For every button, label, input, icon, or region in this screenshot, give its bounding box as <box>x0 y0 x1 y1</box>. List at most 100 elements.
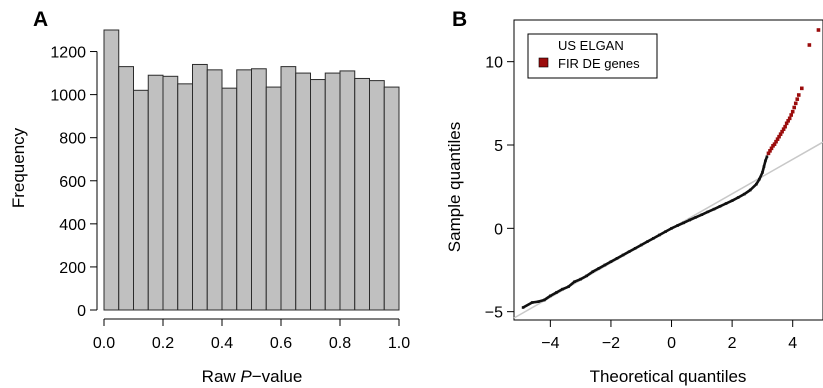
qq-point <box>688 218 692 222</box>
panel-b-x-axis: −4 −2 0 2 4 <box>541 320 797 352</box>
panel-a-y-axis-title: Frequency <box>9 127 28 208</box>
panel-b-y-tick-label: −5 <box>485 305 503 322</box>
qq-point-de-gene <box>772 142 777 146</box>
panel-a-x-tick-label: 1.0 <box>388 335 410 352</box>
qq-point <box>736 196 740 199</box>
qq-point-de-gene <box>783 124 787 129</box>
histogram-bar <box>177 83 193 311</box>
qq-point <box>633 247 637 250</box>
histogram-bar <box>280 66 297 311</box>
qq-point <box>597 267 601 270</box>
qq-point <box>536 300 540 303</box>
qq-point <box>621 253 625 257</box>
qq-point <box>676 224 679 227</box>
histogram-bar <box>118 66 134 311</box>
panel-b-y-tick-label: 0 <box>494 221 503 238</box>
qq-point <box>591 270 595 273</box>
panel-b-y-axis-title: Sample quantiles <box>445 122 464 252</box>
qq-point <box>542 298 546 302</box>
qq-point <box>567 285 570 288</box>
panel-b-x-tick-label: 4 <box>788 335 797 352</box>
panel-a-y-axis: 0 200 400 600 800 1000 1200 <box>50 45 98 320</box>
qq-point-de-gene <box>784 121 789 126</box>
histogram-bar <box>236 69 252 311</box>
qq-point <box>521 306 525 309</box>
qq-point <box>579 277 582 281</box>
qq-point <box>627 250 631 253</box>
legend: US ELGAN FIR DE genes <box>527 33 658 79</box>
qq-point <box>615 257 619 260</box>
panel-a-x-tick-label: 0.2 <box>152 335 174 352</box>
qq-point-de-gene <box>796 93 801 97</box>
qq-point <box>609 260 613 263</box>
qq-point-de-gene <box>778 132 783 136</box>
histogram-bar <box>383 86 400 311</box>
qq-point-de-gene <box>793 101 798 106</box>
qq-point-de-gene <box>795 97 800 101</box>
histogram-bar <box>369 80 385 311</box>
panel-a-label: A <box>33 8 48 31</box>
legend-swatch <box>538 57 549 68</box>
qq-point <box>724 202 728 205</box>
panel-a-y-tick-label: 1200 <box>50 45 86 62</box>
legend-box <box>527 33 658 79</box>
qq-points-red <box>766 28 821 156</box>
qq-point-de-gene <box>766 151 771 156</box>
panel-a-y-tick-label: 200 <box>59 260 86 277</box>
panel-a-y-tick-label: 600 <box>59 174 86 191</box>
qq-point <box>639 243 643 247</box>
qq-black-trace <box>522 156 769 309</box>
panel-a-y-tick-label: 1000 <box>50 88 86 105</box>
panel-a-x-axis-title: Raw P−value <box>202 367 303 386</box>
panel-b-x-tick-label: 0 <box>667 335 676 352</box>
qq-point <box>758 177 761 181</box>
qq-point <box>761 171 764 174</box>
panel-a-x-tick-label: 0.6 <box>270 335 292 352</box>
qq-point <box>700 213 704 216</box>
qq-point <box>561 287 564 291</box>
panel-b-x-tick-label: −2 <box>602 335 620 352</box>
qq-point-de-gene <box>768 149 772 153</box>
qq-point <box>762 165 766 168</box>
qq-point-de-gene <box>792 105 797 110</box>
qq-point <box>530 301 534 304</box>
qq-point-de-gene <box>781 127 786 131</box>
qq-point <box>549 294 552 298</box>
panel-b-x-axis-title: Theoretical quantiles <box>590 367 747 386</box>
histogram-bar <box>206 69 223 311</box>
qq-point-de-gene <box>790 109 795 114</box>
panel-b-y-tick-label: 10 <box>485 55 503 72</box>
histogram-bar <box>265 86 282 311</box>
histogram-bars <box>103 29 400 311</box>
panel-b-x-tick-label: −4 <box>541 335 559 352</box>
qq-point-de-gene <box>799 86 804 91</box>
panel-a-y-tick-label: 400 <box>59 217 86 234</box>
qq-point <box>585 274 589 278</box>
qq-point-de-gene <box>787 116 792 121</box>
qq-point <box>645 240 649 243</box>
histogram-bar <box>324 72 341 311</box>
qq-point <box>764 159 767 163</box>
qq-point-de-gene <box>789 113 793 117</box>
panel-b-plot-frame <box>513 19 823 321</box>
qq-point <box>682 221 685 225</box>
qq-point <box>603 263 607 267</box>
panel-a-y-tick-label: 0 <box>77 303 86 320</box>
qq-point <box>694 216 698 219</box>
histogram-bar <box>147 74 164 311</box>
legend-title: US ELGAN <box>558 38 624 53</box>
panel-b-y-tick-label: 5 <box>494 138 503 155</box>
qq-point-de-gene <box>769 146 774 151</box>
histogram-bar <box>221 87 238 311</box>
qq-point <box>658 233 661 237</box>
qq-point <box>730 199 734 202</box>
panel-a-x-tick-label: 0.0 <box>93 335 115 352</box>
panel-b-y-axis: −5 0 5 10 <box>485 55 514 322</box>
panel-a-x-axis: 0.0 0.2 0.4 0.6 0.8 1.0 <box>93 318 410 352</box>
qq-point <box>742 192 746 196</box>
qq-point-de-gene <box>775 137 780 141</box>
panel-a-x-tick-label: 0.8 <box>329 335 351 352</box>
panel-b-x-tick-label: 2 <box>728 335 737 352</box>
qq-point <box>712 207 716 211</box>
